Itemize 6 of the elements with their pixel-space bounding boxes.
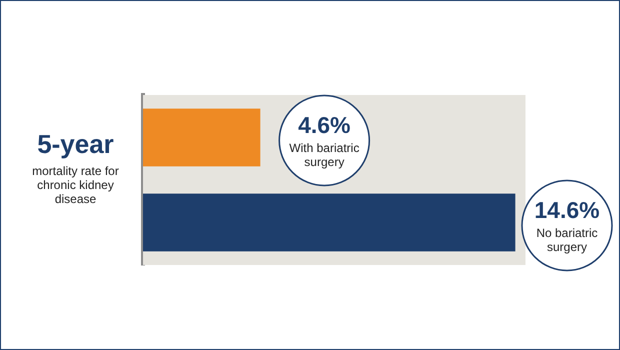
- text: With bariatric surgery: [289, 140, 360, 169]
- text: mortality rate for chronic kidney disease: [31, 164, 120, 206]
- data-label: 4.6%: [298, 112, 351, 138]
- series-label: No bariatric surgery: [536, 226, 598, 254]
- data-label: 14.6%: [534, 196, 600, 223]
- y-axis-title: 5-year: [36, 128, 115, 160]
